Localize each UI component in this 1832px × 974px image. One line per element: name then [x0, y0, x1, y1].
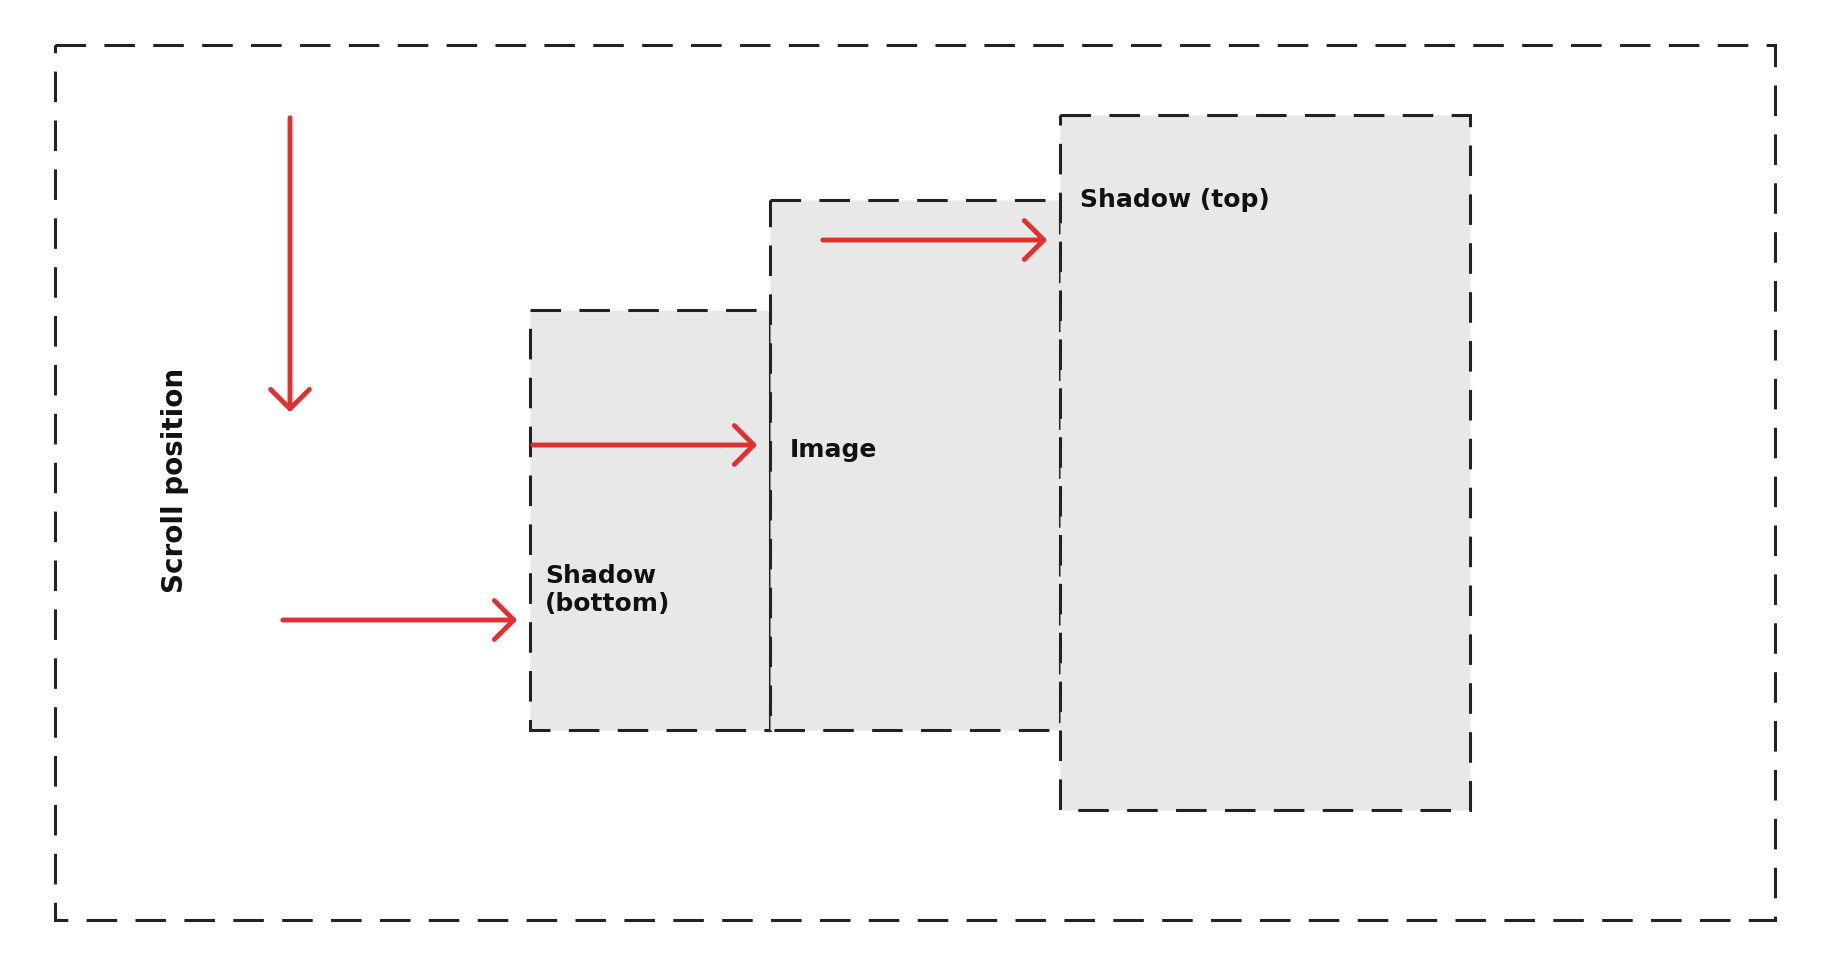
Bar: [769, 200, 1061, 730]
Text: Shadow (top): Shadow (top): [1081, 188, 1270, 212]
Text: Shadow
(bottom): Shadow (bottom): [544, 564, 671, 616]
Text: Image: Image: [790, 438, 878, 462]
Text: Scroll position: Scroll position: [161, 367, 189, 592]
Bar: [55, 45, 1775, 920]
Bar: [529, 310, 769, 730]
Bar: [1061, 115, 1469, 810]
